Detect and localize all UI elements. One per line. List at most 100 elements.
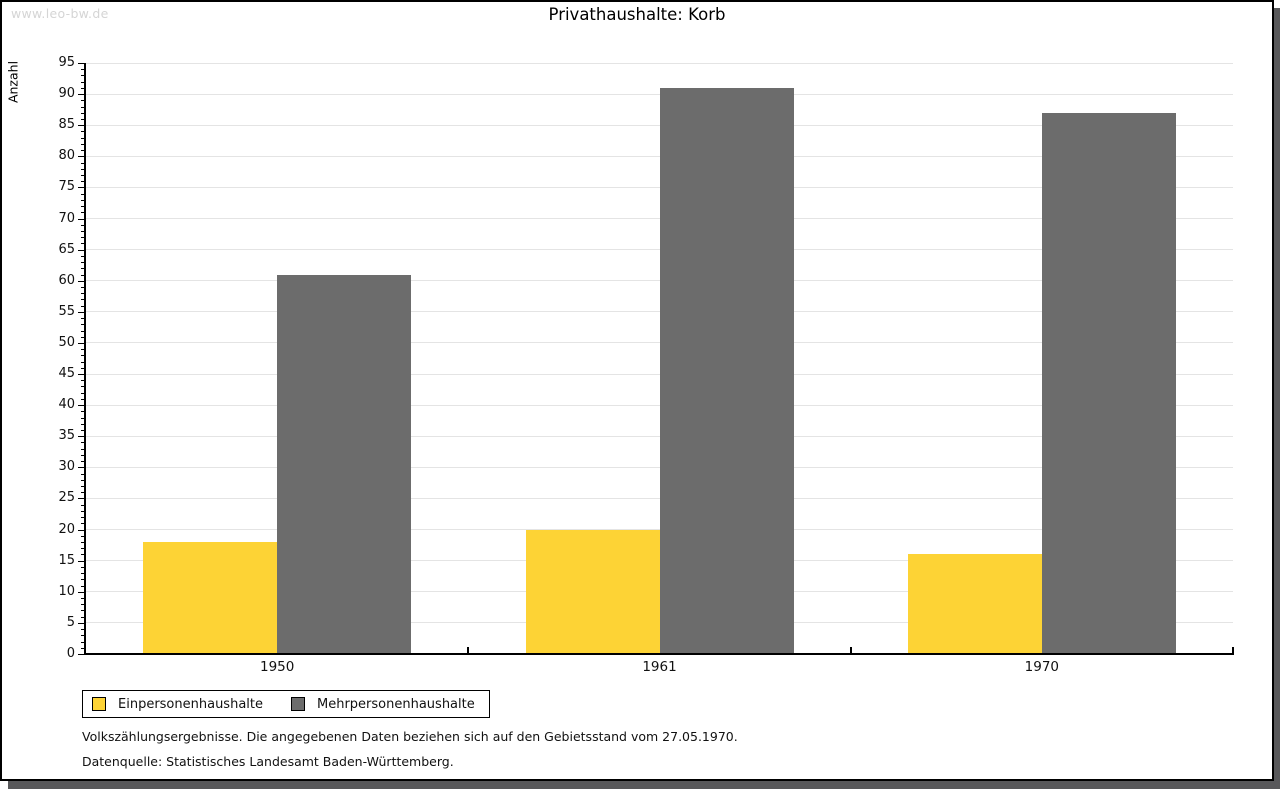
y-axis-minor-tick xyxy=(81,181,85,183)
y-axis-major-tick xyxy=(78,436,85,438)
y-axis-tick-label: 85 xyxy=(58,117,75,133)
y-axis-minor-tick xyxy=(81,168,85,170)
y-axis-minor-tick xyxy=(81,486,85,488)
y-axis-minor-tick xyxy=(81,392,85,394)
y-axis-major-tick xyxy=(78,374,85,376)
y-axis-minor-tick xyxy=(81,286,85,288)
bar-1970-mehrpersonenhaushalte xyxy=(1041,112,1176,654)
y-axis-minor-tick xyxy=(81,137,85,139)
y-axis-minor-tick xyxy=(81,616,85,618)
y-axis-tick-label: 70 xyxy=(58,210,75,226)
y-axis-tick-label: 60 xyxy=(58,272,75,288)
y-axis-minor-tick xyxy=(81,473,85,475)
y-axis-minor-tick xyxy=(81,417,85,419)
bar-1950-einpersonenhaushalte xyxy=(143,542,278,654)
y-axis-minor-tick xyxy=(81,610,85,612)
y-axis-minor-tick xyxy=(81,367,85,369)
y-axis-minor-tick xyxy=(81,411,85,413)
y-axis-minor-tick xyxy=(81,100,85,102)
y-axis-major-tick xyxy=(78,311,85,313)
legend-label: Mehrpersonenhaushalte xyxy=(317,696,475,712)
y-axis-minor-tick xyxy=(81,517,85,519)
footnote-source-note: Volkszählungsergebnisse. Die angegebenen… xyxy=(82,729,738,744)
y-axis-minor-tick xyxy=(81,504,85,506)
y-axis-minor-tick xyxy=(81,330,85,332)
y-axis-minor-tick xyxy=(81,548,85,550)
y-axis-major-tick xyxy=(78,94,85,96)
y-axis-minor-tick xyxy=(81,641,85,643)
y-axis-minor-tick xyxy=(81,566,85,568)
y-axis-minor-tick xyxy=(81,579,85,581)
legend-item-einpersonenhaushalte: Einpersonenhaushalte xyxy=(92,697,263,712)
y-axis-minor-tick xyxy=(81,629,85,631)
y-axis-minor-tick xyxy=(81,380,85,382)
legend-item-mehrpersonenhaushalte: Mehrpersonenhaushalte xyxy=(291,697,475,712)
bar-1961-einpersonenhaushalte xyxy=(525,529,660,654)
y-axis-tick-label: 95 xyxy=(58,55,75,70)
y-axis-tick-label: 25 xyxy=(58,490,75,506)
y-axis-minor-tick xyxy=(81,162,85,164)
y-axis-minor-tick xyxy=(81,423,85,425)
y-axis-minor-tick xyxy=(81,212,85,214)
legend-label: Einpersonenhaushalte xyxy=(118,696,263,712)
y-axis-minor-tick xyxy=(81,585,85,587)
legend-swatch-einpersonenhaushalte xyxy=(92,697,106,711)
y-axis-minor-tick xyxy=(81,355,85,357)
y-axis-tick-label: 5 xyxy=(66,614,75,630)
y-axis-minor-tick xyxy=(81,442,85,444)
y-axis-major-tick xyxy=(78,529,85,531)
y-axis-major-tick xyxy=(78,156,85,158)
x-axis-tick xyxy=(849,647,852,654)
y-axis-major-tick xyxy=(78,125,85,127)
legend-swatch-mehrpersonenhaushalte xyxy=(291,697,305,711)
y-gridline xyxy=(86,62,1233,64)
y-axis-tick-label: 35 xyxy=(58,428,75,444)
y-axis-major-tick xyxy=(78,280,85,282)
y-axis-minor-tick xyxy=(81,274,85,276)
y-axis-minor-tick xyxy=(81,131,85,133)
y-axis-major-tick xyxy=(78,218,85,220)
y-axis-minor-tick xyxy=(81,206,85,208)
y-axis-minor-tick xyxy=(81,604,85,606)
y-axis-minor-tick xyxy=(81,305,85,307)
y-axis-minor-tick xyxy=(81,386,85,388)
y-axis-minor-tick xyxy=(81,430,85,432)
y-axis-minor-tick xyxy=(81,150,85,152)
y-axis-major-tick xyxy=(78,249,85,251)
x-axis-tick xyxy=(1232,647,1234,654)
bar-1970-einpersonenhaushalte xyxy=(907,554,1042,654)
y-axis-minor-tick xyxy=(81,398,85,400)
y-axis-minor-tick xyxy=(81,647,85,649)
y-axis-minor-tick xyxy=(81,268,85,270)
y-axis-minor-tick xyxy=(81,448,85,450)
y-axis-major-tick xyxy=(78,654,85,655)
y-axis-minor-tick xyxy=(81,262,85,264)
y-axis-minor-tick xyxy=(81,336,85,338)
chart-plot-area: 0 5 10 15 20 25 30 35 40 45 50 55 60 65 70 75 80 85 90 95 19… xyxy=(2,2,1272,779)
x-axis xyxy=(84,653,1234,655)
y-axis-minor-tick xyxy=(81,535,85,537)
y-axis-minor-tick xyxy=(81,324,85,326)
y-axis-major-tick xyxy=(78,498,85,500)
y-axis-tick-label: 65 xyxy=(58,241,75,257)
y-axis-minor-tick xyxy=(81,598,85,599)
y-axis-minor-tick xyxy=(81,573,85,575)
y-axis-major-tick xyxy=(78,63,85,64)
bar-1961-mehrpersonenhaushalte xyxy=(659,87,794,654)
y-axis-tick-label: 0 xyxy=(66,646,75,661)
y-axis-minor-tick xyxy=(81,479,85,481)
y-axis-minor-tick xyxy=(81,193,85,195)
y-axis-major-tick xyxy=(78,342,85,344)
y-axis-tick-label: 55 xyxy=(58,303,75,319)
y-axis-minor-tick xyxy=(81,174,85,176)
y-axis-minor-tick xyxy=(81,523,85,525)
y-axis-minor-tick xyxy=(81,199,85,201)
y-axis-minor-tick xyxy=(81,230,85,232)
x-axis-tick xyxy=(467,647,470,654)
y-axis-minor-tick xyxy=(81,318,85,320)
y-axis-minor-tick xyxy=(81,112,85,114)
y-axis-minor-tick xyxy=(81,69,85,71)
y-axis-major-tick xyxy=(78,622,85,624)
y-axis-minor-tick xyxy=(81,454,85,456)
